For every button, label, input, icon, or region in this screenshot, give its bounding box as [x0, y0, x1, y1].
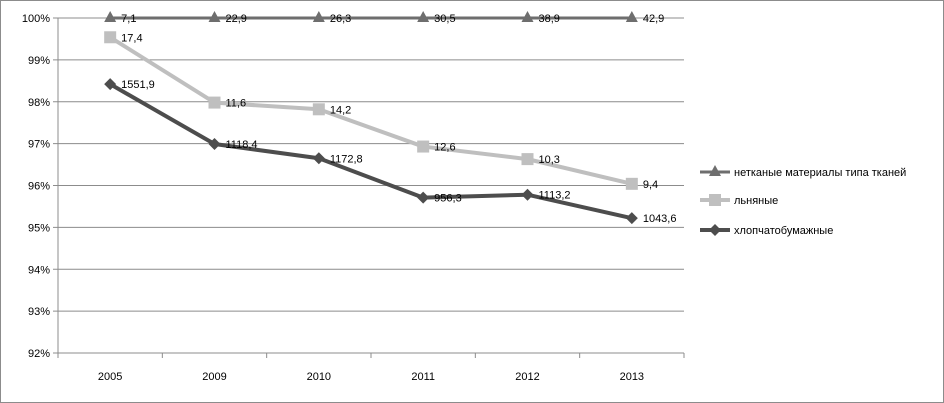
data-point: [104, 11, 117, 22]
legend-label: льняные: [734, 195, 778, 207]
data-point: [521, 188, 534, 201]
data-label: 42,9: [643, 13, 664, 25]
data-label: 26,3: [330, 13, 351, 25]
y-tick-label: 99%: [28, 55, 50, 67]
data-label: 7,1: [121, 13, 136, 25]
y-tick-label: 94%: [28, 264, 50, 276]
data-label: 9,4: [643, 179, 658, 191]
x-tick-label: 2005: [98, 371, 122, 383]
data-label: 1551,9: [121, 79, 155, 91]
legend-item: льняные: [700, 194, 778, 207]
data-label: 22,9: [226, 13, 247, 25]
series-line: [109, 82, 633, 221]
data-label: 1118,4: [226, 139, 258, 151]
data-label: 1043,6: [643, 213, 677, 225]
data-label: 1113,2: [539, 190, 571, 202]
data-label: 11,6: [226, 98, 247, 110]
data-point: [417, 140, 430, 153]
x-tick-label: 2012: [515, 371, 539, 383]
series-group: 7,1 22,9 26,3 30,5 38,9 42,917,411,614,212,61…: [104, 11, 676, 225]
data-point: [104, 31, 117, 44]
x-tick-label: 2010: [307, 371, 331, 383]
x-axis: 2005 2009 2010 2011 2012 2013: [57, 352, 685, 383]
legend-item: нетканые материалы типа тканей: [700, 165, 906, 179]
series-2: 17,4 11,6 14,2 12,6 10,3 9,4: [104, 31, 658, 191]
data-point: [312, 11, 325, 22]
gridlines: [58, 17, 684, 354]
y-tick-label: 95%: [28, 222, 50, 234]
y-tick-label: 93%: [28, 306, 50, 318]
legend-label: хлопчатобумажные: [734, 225, 833, 237]
data-point: [417, 11, 430, 22]
x-tick-label: 2011: [411, 371, 435, 383]
y-axis: 92% 93% 94% 95% 96% 97% 98% 99% 100%: [22, 13, 59, 360]
data-point: [208, 138, 221, 151]
series-line: [109, 35, 633, 186]
data-label: 17,4: [121, 32, 142, 44]
data-point: [625, 177, 638, 190]
data-point: [417, 191, 430, 204]
y-tick-label: 100%: [22, 13, 50, 25]
data-label: 38,9: [539, 13, 560, 25]
legend-marker: [709, 165, 721, 176]
data-point: [312, 103, 325, 116]
data-point: [625, 11, 638, 22]
data-label: 14,2: [330, 104, 351, 116]
data-point: [208, 96, 221, 109]
legend-marker: [709, 194, 721, 206]
legend-marker: [709, 224, 721, 236]
y-tick-label: 97%: [28, 139, 50, 151]
data-label: 1172,8: [330, 153, 363, 165]
legend: нетканые материалы типа тканей льняные хло…: [700, 165, 906, 237]
legend-item: хлопчатобумажные: [700, 224, 833, 237]
data-point: [625, 212, 638, 225]
x-tick-label: 2013: [620, 371, 644, 383]
data-point: [312, 152, 325, 165]
data-point: [521, 153, 534, 166]
data-label: 12,6: [434, 142, 455, 154]
y-tick-label: 92%: [28, 348, 50, 360]
x-tick-label: 2009: [202, 371, 226, 383]
data-label: 956,3: [434, 193, 462, 205]
data-point: [521, 11, 534, 22]
y-tick-label: 96%: [28, 181, 50, 193]
data-point: [104, 78, 117, 91]
data-label: 10,3: [539, 154, 560, 166]
data-point: [208, 11, 221, 22]
data-label: 30,5: [434, 13, 455, 25]
legend-label: нетканые материалы типа тканей: [734, 167, 906, 179]
y-tick-label: 98%: [28, 97, 50, 109]
series-3: 1551,9 1118,4 1172,8 956,3 1113,2 1043,6: [104, 78, 676, 225]
series-1: 7,1 22,9 26,3 30,5 38,9 42,9: [104, 11, 664, 25]
